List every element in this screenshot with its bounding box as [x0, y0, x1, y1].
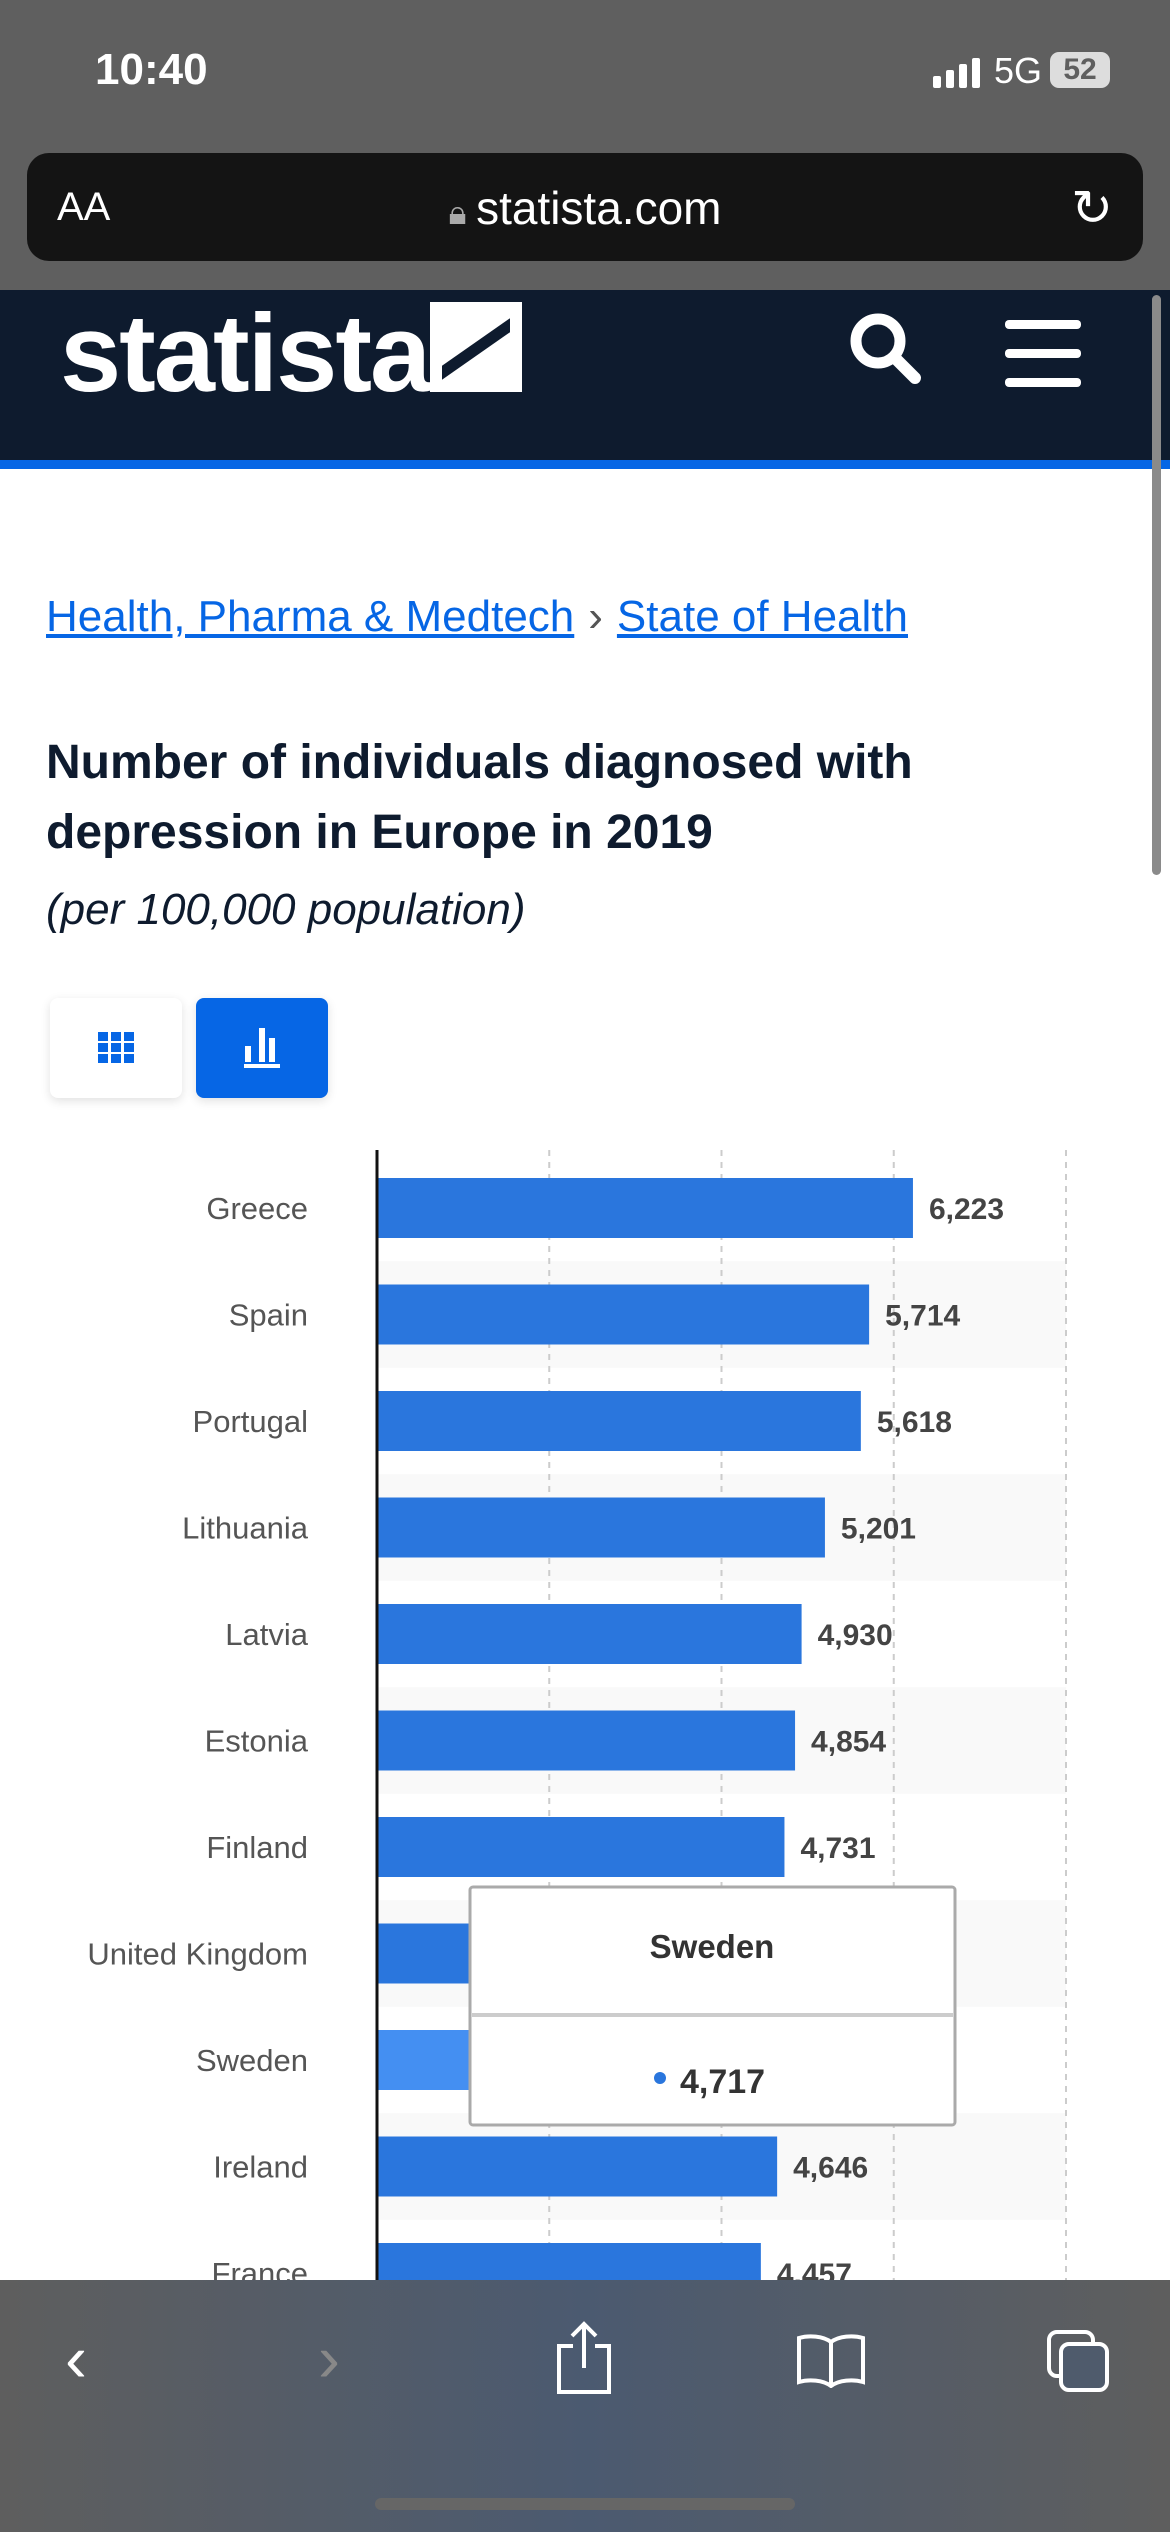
value-label: 4,646	[793, 2152, 868, 2185]
value-label: 6,223	[929, 1193, 1004, 1226]
value-label: 5,618	[877, 1406, 952, 1439]
share-icon[interactable]	[553, 2320, 615, 2396]
home-indicator	[375, 2498, 795, 2510]
value-label: 4,854	[811, 1726, 886, 1759]
text-size-button[interactable]: AA	[57, 185, 111, 229]
battery-icon: 52	[1050, 52, 1110, 88]
bar-estonia[interactable]	[377, 1710, 796, 1771]
scrollbar[interactable]	[1152, 295, 1161, 875]
bar-lithuania[interactable]	[377, 1497, 825, 1558]
tabs-icon[interactable]	[1045, 2328, 1111, 2394]
value-label: 5,201	[841, 1513, 916, 1546]
bar-chart-icon	[244, 1028, 280, 1068]
chart-view-button[interactable]	[196, 998, 328, 1098]
breadcrumb-state-of-health[interactable]: State of Health	[616, 592, 908, 641]
clock: 10:40	[95, 45, 208, 94]
bar-finland[interactable]	[377, 1817, 785, 1877]
tooltip	[468, 1885, 957, 2127]
bar-spain[interactable]	[377, 1284, 870, 1345]
browser-toolbar: ‹ ›	[0, 2280, 1170, 2532]
bar-greece[interactable]	[377, 1178, 913, 1238]
chevron-right-icon: ›	[588, 592, 603, 641]
breadcrumb: Health, Pharma & Medtech › State of Health	[46, 592, 908, 642]
back-icon[interactable]: ‹	[65, 2321, 87, 2395]
bookmarks-icon[interactable]	[795, 2332, 867, 2388]
bar-portugal[interactable]	[377, 1391, 861, 1451]
value-label: 4,731	[800, 1832, 875, 1865]
category-label: Greece	[206, 1191, 308, 1226]
value-label: 4,457	[777, 2258, 852, 2280]
lock-icon: 🔒︎	[448, 194, 477, 232]
bar-france[interactable]	[377, 2243, 761, 2280]
signal-icon	[933, 58, 980, 88]
page-subtitle: (per 100,000 population)	[46, 885, 526, 934]
category-label: Finland	[206, 1830, 308, 1865]
value-label: 5,714	[885, 1300, 960, 1333]
bar-chart: Greece 6,223 Spain 5,714 Portugal 5,618 Lithua…	[87, 1150, 1067, 2280]
breadcrumb-health[interactable]: Health, Pharma & Medtech	[46, 592, 575, 641]
search-icon[interactable]	[845, 308, 925, 388]
tooltip-country: Sweden	[650, 1928, 775, 1965]
site-header: statista	[0, 290, 1170, 460]
tooltip-dot-icon	[654, 2072, 666, 2084]
reload-icon[interactable]: ↻	[1071, 180, 1113, 236]
menu-icon[interactable]	[1005, 320, 1081, 407]
table-icon	[98, 1032, 134, 1063]
table-view-button[interactable]	[50, 998, 182, 1098]
statista-logo-mark	[430, 302, 522, 392]
page-title: Number of individuals diagnosed with dep…	[46, 736, 913, 859]
category-label: United Kingdom	[87, 1937, 308, 1972]
category-label: Ireland	[213, 2150, 308, 2185]
status-bar: 10:40 5G 52 AA 🔒︎ statista.com ↻	[0, 0, 1170, 290]
address-bar[interactable]: AA 🔒︎ statista.com ↻	[27, 153, 1143, 261]
forward-icon[interactable]: ›	[318, 2321, 340, 2395]
url-text[interactable]: statista.com	[476, 182, 722, 234]
tooltip-value: 4,717	[680, 2063, 765, 2101]
statista-logo[interactable]: statista	[60, 292, 431, 415]
category-label: Portugal	[193, 1404, 308, 1439]
bar-latvia[interactable]	[377, 1604, 802, 1664]
category-label: Sweden	[196, 2043, 308, 2078]
category-label: Estonia	[205, 1724, 309, 1759]
category-label: France	[212, 2256, 308, 2280]
bar-ireland[interactable]	[377, 2136, 778, 2197]
value-label: 4,930	[818, 1619, 893, 1652]
category-label: Latvia	[225, 1617, 308, 1652]
category-label: Spain	[229, 1298, 308, 1333]
network-label: 5G	[993, 50, 1042, 91]
header-divider	[0, 460, 1170, 469]
category-label: Lithuania	[182, 1511, 309, 1546]
